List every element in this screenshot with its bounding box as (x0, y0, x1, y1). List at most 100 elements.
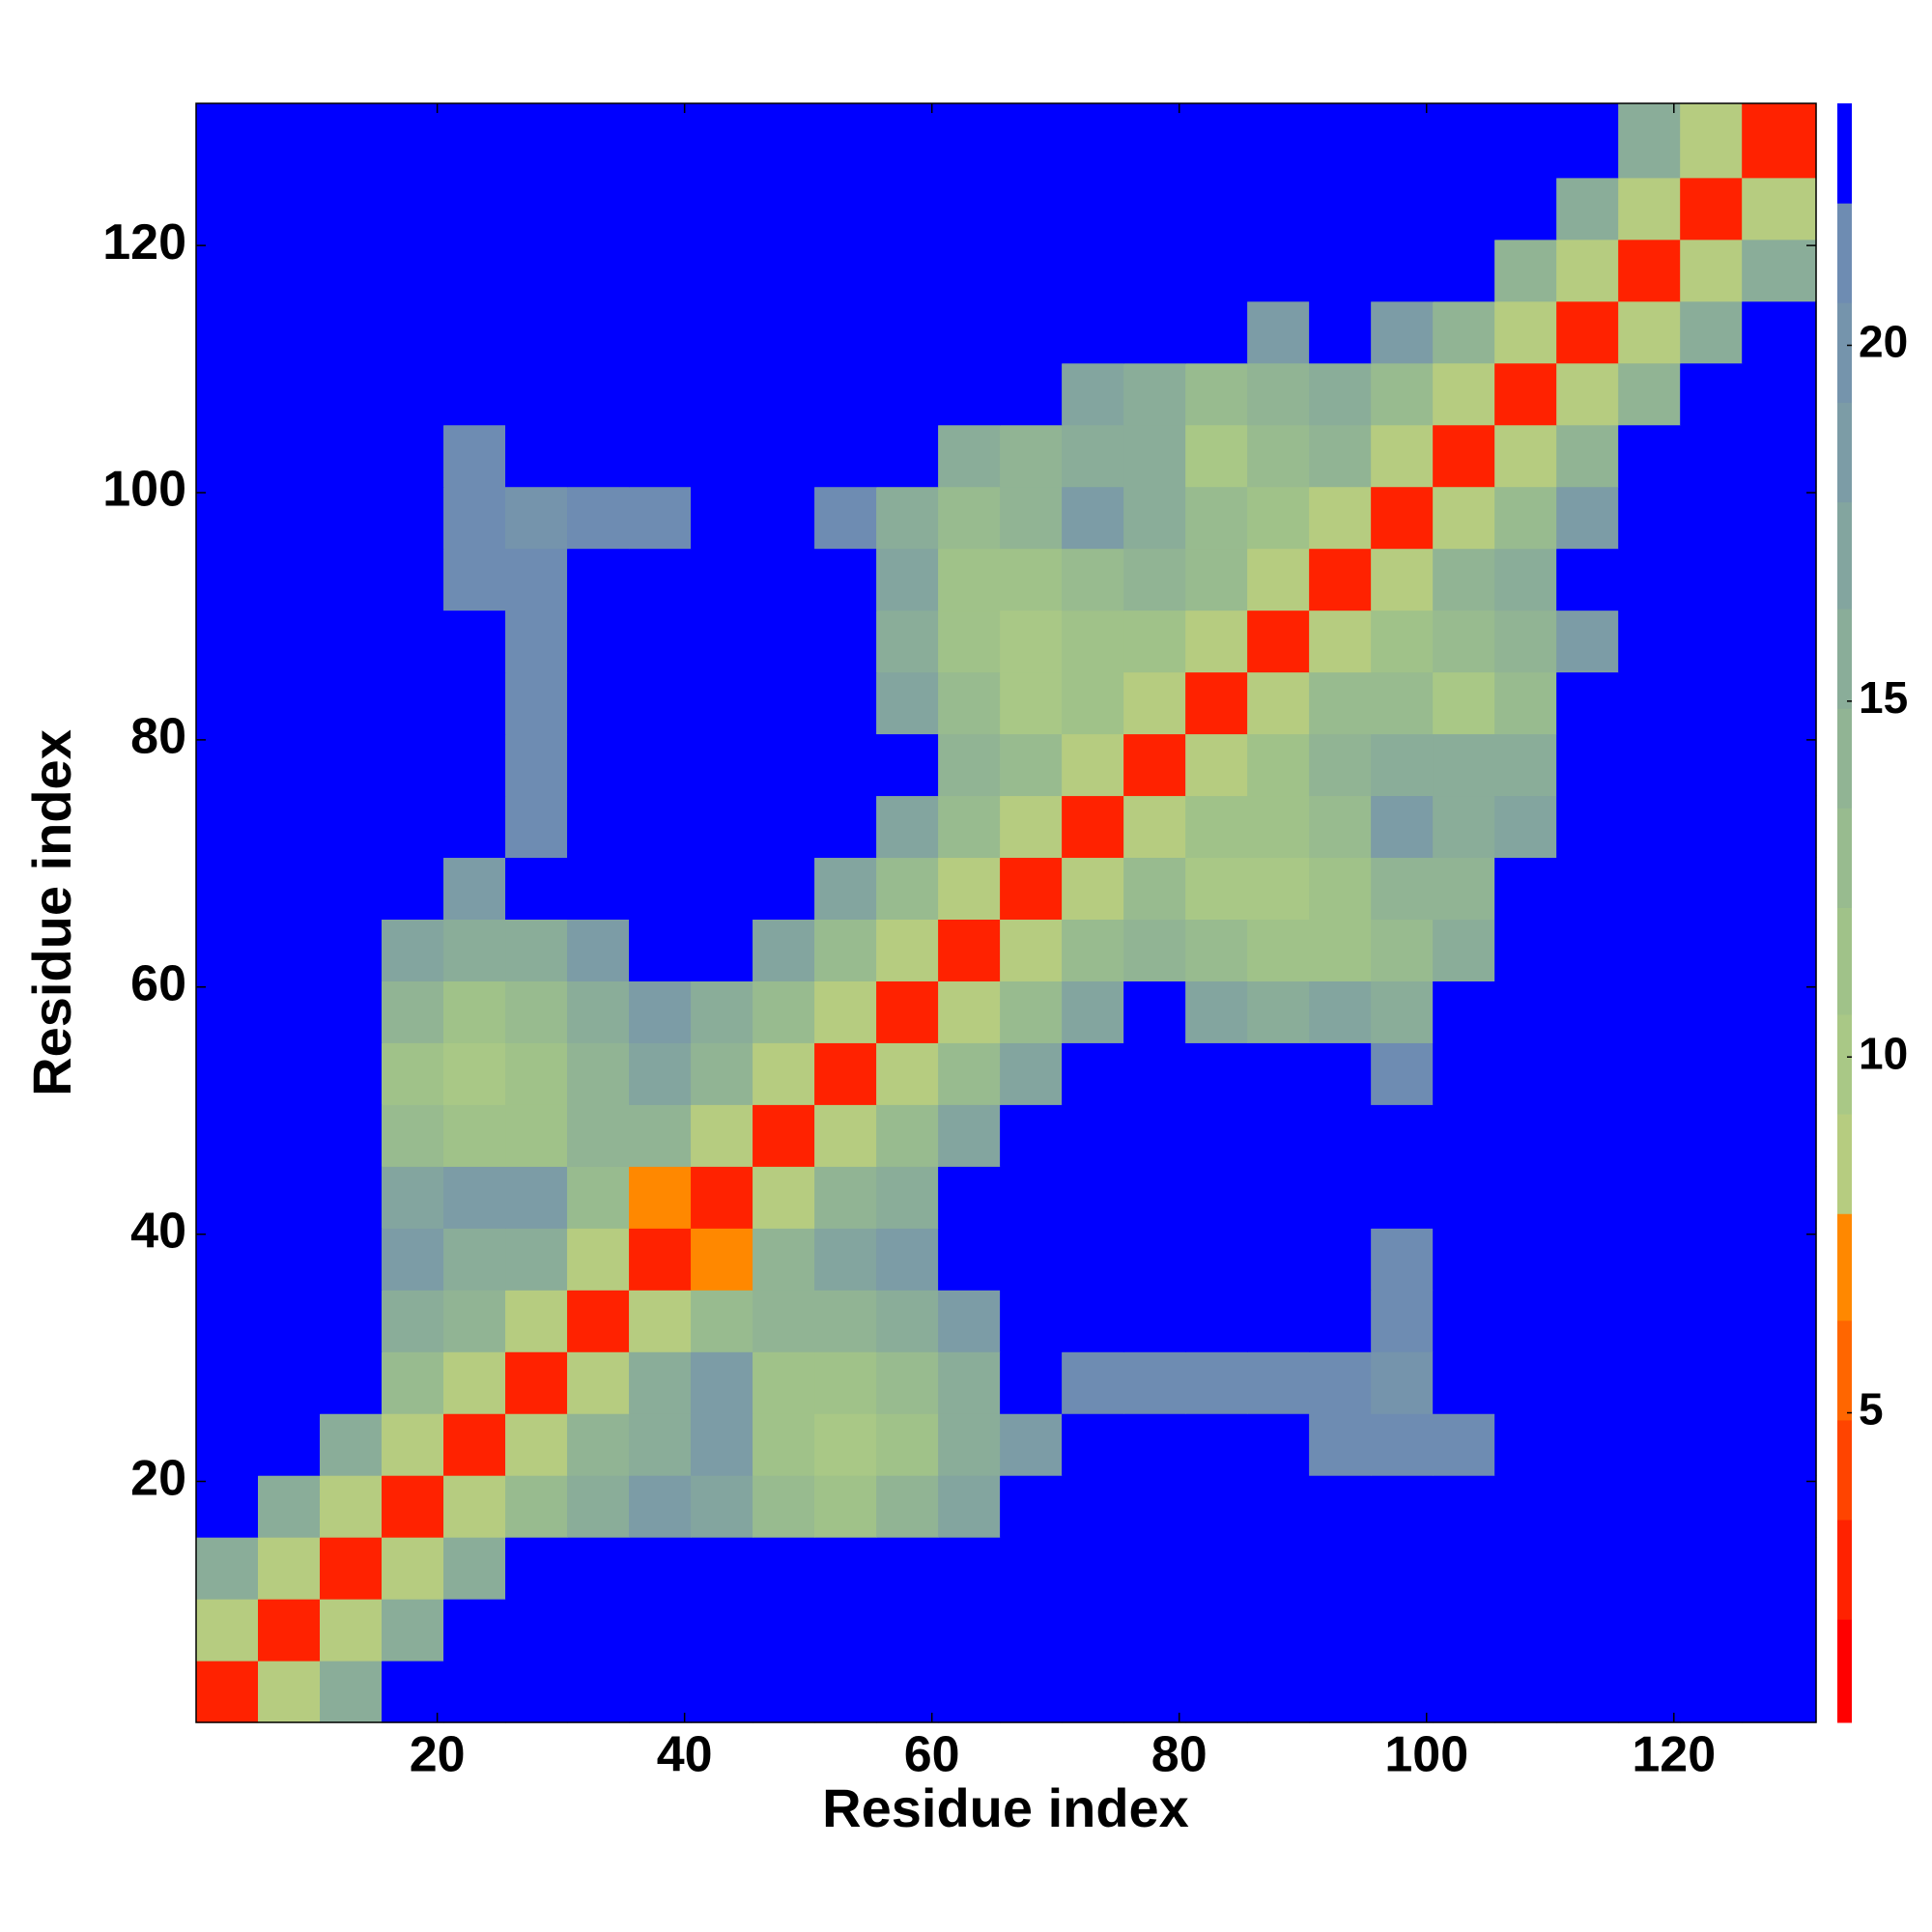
heatmap-cell (1371, 1290, 1434, 1352)
heatmap-cell (1123, 1599, 1186, 1662)
heatmap-cell (505, 1537, 568, 1600)
heatmap-cell (1123, 300, 1186, 364)
heatmap-cell (1618, 1042, 1681, 1105)
heatmap-cell (258, 857, 321, 920)
heatmap-cell (691, 103, 753, 179)
heatmap-cell (382, 795, 444, 859)
heatmap-cell (382, 733, 444, 797)
heatmap-cell (1742, 1042, 1817, 1105)
heatmap-cell (320, 1290, 383, 1352)
heatmap-cell (938, 1537, 1001, 1600)
heatmap-cell (753, 1661, 815, 1723)
heatmap-cell (1494, 1351, 1557, 1414)
heatmap-cell (876, 1290, 939, 1352)
heatmap-cell (258, 1475, 321, 1538)
heatmap-cell (1247, 1042, 1310, 1105)
heatmap-cell (196, 1599, 259, 1662)
heatmap-cell (1433, 795, 1495, 859)
colorbar-segment (1837, 708, 1852, 809)
heatmap-cell (1742, 362, 1817, 426)
heatmap-cell (320, 362, 383, 426)
heatmap-cell (1000, 424, 1063, 488)
heatmap-cell (1618, 239, 1681, 302)
heatmap-cell (753, 733, 815, 797)
heatmap-cell (1742, 177, 1817, 241)
heatmap-cell (1123, 362, 1186, 426)
heatmap-cell (196, 1166, 259, 1229)
heatmap-cell (938, 980, 1001, 1043)
heatmap-cell (382, 980, 444, 1043)
heatmap-cell (876, 671, 939, 735)
heatmap-cell (814, 177, 877, 241)
heatmap-cell (1556, 671, 1619, 735)
heatmap-cell (938, 548, 1001, 611)
heatmap-cell (1123, 103, 1186, 179)
heatmap-cell (629, 1351, 692, 1414)
heatmap-cell (1680, 424, 1743, 488)
heatmap-cell (814, 1599, 877, 1662)
heatmap-cell (443, 980, 506, 1043)
heatmap-cell (691, 610, 753, 673)
heatmap-cell (320, 1351, 383, 1414)
heatmap-cell (814, 103, 877, 179)
colorbar-tick-label: 15 (1859, 672, 1908, 723)
heatmap-cell (382, 362, 444, 426)
heatmap-cell (876, 1537, 939, 1600)
heatmap-cell (629, 548, 692, 611)
heatmap-cell (1000, 177, 1063, 241)
heatmap-cell (876, 1351, 939, 1414)
heatmap-cell (505, 239, 568, 302)
x-axis-label: Residue index (822, 1777, 1189, 1838)
heatmap-cell (1000, 671, 1063, 735)
heatmap-cell (629, 980, 692, 1043)
heatmap-cell (258, 610, 321, 673)
heatmap-cell (938, 424, 1001, 488)
heatmap-cell (567, 733, 630, 797)
heatmap-cell (1680, 795, 1743, 859)
heatmap-cell (1185, 1290, 1248, 1352)
heatmap-cell (1371, 1661, 1434, 1723)
heatmap-cell (1123, 1228, 1186, 1291)
heatmap-cell (505, 610, 568, 673)
heatmap-cell (320, 980, 383, 1043)
colorbar-segment (1837, 402, 1852, 503)
heatmap-cell (1494, 733, 1557, 797)
heatmap-cell (876, 1413, 939, 1476)
heatmap-cell (1494, 486, 1557, 550)
heatmap-cell (1247, 362, 1310, 426)
heatmap-cell (258, 548, 321, 611)
heatmap-cell (196, 919, 259, 981)
heatmap-cell (938, 795, 1001, 859)
heatmap-cell (1062, 1104, 1124, 1167)
heatmap-cell (1309, 1661, 1372, 1723)
heatmap-cell (1247, 424, 1310, 488)
heatmap-cell (1494, 1537, 1557, 1600)
heatmap-cell (1618, 1599, 1681, 1662)
heatmap-cell (876, 177, 939, 241)
heatmap-cell (196, 857, 259, 920)
heatmap-cell (196, 1537, 259, 1600)
heatmap-cell (938, 857, 1001, 920)
heatmap-cell (629, 300, 692, 364)
heatmap-cell (1309, 177, 1372, 241)
heatmap-cell (814, 1290, 877, 1352)
heatmap-cell (567, 177, 630, 241)
colorbar-segment (1837, 203, 1852, 303)
heatmap-cell (876, 1599, 939, 1662)
heatmap-cell (753, 1166, 815, 1229)
heatmap-cell (814, 610, 877, 673)
heatmap-cell (814, 1042, 877, 1105)
heatmap-cell (567, 1104, 630, 1167)
heatmap-cell (258, 795, 321, 859)
heatmap-cell (1371, 486, 1434, 550)
heatmap-cell (567, 424, 630, 488)
heatmap-cell (1680, 548, 1743, 611)
heatmap-cell (382, 610, 444, 673)
colorbar-segment (1837, 609, 1852, 709)
heatmap-cell (382, 486, 444, 550)
heatmap-cell (1680, 1475, 1743, 1538)
heatmap-cell (1433, 1166, 1495, 1229)
heatmap-cell (1185, 610, 1248, 673)
heatmap-cell (629, 795, 692, 859)
heatmap-cell (505, 733, 568, 797)
